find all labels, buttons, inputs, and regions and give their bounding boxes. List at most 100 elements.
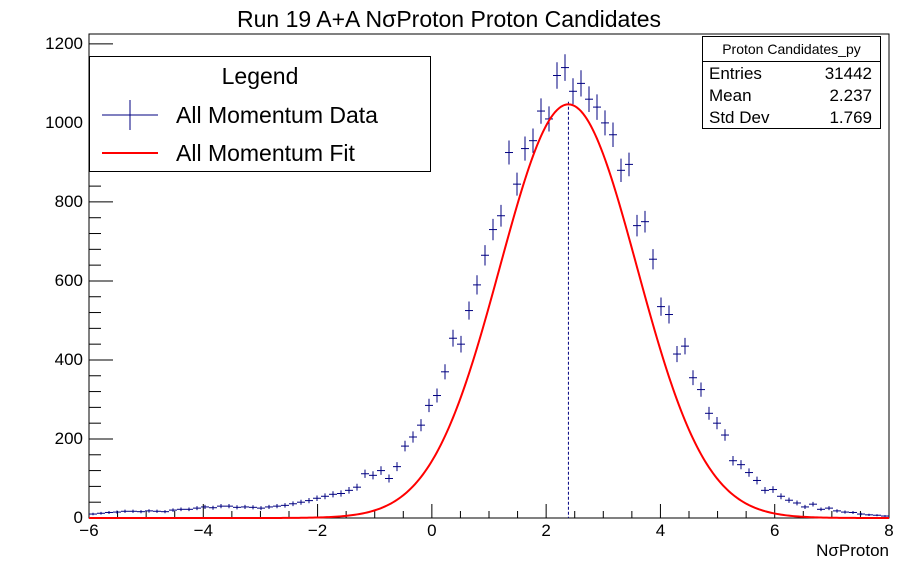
data-point (489, 218, 497, 241)
legend-entry-data: All Momentum Data (90, 98, 430, 132)
data-point (649, 249, 657, 270)
data-point (585, 86, 593, 113)
data-point (425, 398, 433, 413)
data-point (729, 455, 737, 466)
data-point (577, 70, 585, 97)
data-point (849, 510, 857, 514)
x-tick-label: 6 (769, 521, 780, 540)
stats-value: 31442 (824, 64, 872, 83)
stats-label: Entries (709, 64, 762, 83)
data-point (505, 140, 513, 165)
data-point (601, 110, 609, 136)
data-point (769, 486, 777, 493)
data-point (673, 345, 681, 363)
data-point (753, 476, 761, 485)
data-point (625, 152, 633, 177)
data-point (697, 382, 705, 397)
data-point (473, 275, 481, 295)
data-point (537, 98, 545, 124)
data-point (881, 515, 889, 517)
data-point (121, 509, 129, 513)
y-tick-label: 1200 (45, 33, 83, 53)
data-point (161, 510, 169, 514)
data-point (257, 506, 265, 511)
y-tick-label: 600 (54, 270, 83, 290)
data-point (657, 297, 665, 316)
data-point (721, 429, 729, 441)
y-tick-label: 400 (54, 349, 83, 369)
data-point (529, 128, 537, 153)
x-tick-label: 2 (541, 521, 551, 540)
legend-label: All Momentum Data (176, 102, 378, 128)
stats-value: 1.769 (829, 108, 872, 127)
x-tick-label: −4 (193, 521, 213, 540)
data-point (385, 474, 393, 483)
data-point (321, 493, 329, 500)
data-point (145, 509, 153, 513)
data-point (409, 431, 417, 443)
data-point (273, 503, 281, 509)
stats-row-stddev: Std Dev 1.769 (709, 107, 872, 129)
data-point (289, 501, 297, 507)
data-point (793, 500, 801, 506)
data-point (449, 329, 457, 347)
data-point (561, 54, 569, 81)
data-point (785, 497, 793, 503)
stats-label: Std Dev (709, 108, 770, 127)
data-point (521, 136, 529, 161)
data-point (809, 501, 817, 507)
data-point (369, 471, 377, 480)
data-point (113, 510, 121, 514)
data-point (457, 335, 465, 353)
data-point (417, 419, 425, 432)
data-point (745, 468, 753, 477)
data-point (513, 172, 521, 196)
data-point (169, 508, 177, 512)
stats-box: Proton Candidates_py Entries 31442 Mean … (702, 36, 881, 129)
data-point (633, 214, 641, 237)
legend-label: All Momentum Fit (176, 140, 355, 166)
data-point (377, 466, 385, 475)
y-tick-label: 200 (54, 428, 83, 448)
data-point (481, 245, 489, 266)
data-point (825, 506, 833, 511)
data-point (329, 491, 337, 498)
y-tick-label: 1000 (45, 112, 83, 132)
data-point (761, 487, 769, 494)
x-tick-label: −6 (79, 521, 99, 540)
data-point (345, 487, 353, 494)
x-tick-label: 8 (884, 521, 894, 540)
data-point (265, 504, 273, 510)
data-point (497, 204, 505, 227)
data-point (553, 62, 561, 89)
data-point (361, 469, 369, 478)
data-point (193, 506, 201, 511)
fit-curve (89, 103, 889, 519)
data-point (225, 503, 233, 509)
legend-header: Legend (221, 63, 299, 89)
data-point (441, 364, 449, 380)
data-point (737, 460, 745, 470)
data-point (681, 337, 689, 355)
stats-label: Mean (709, 86, 752, 105)
data-point (153, 509, 161, 513)
data-point (873, 514, 881, 517)
data-point (201, 504, 209, 510)
data-point (89, 512, 97, 516)
legend: Legend All Momentum Data All Momentum Fi… (89, 56, 431, 172)
line-icon (102, 152, 158, 154)
data-point (641, 210, 649, 233)
data-point (777, 493, 785, 500)
data-point (817, 507, 825, 512)
data-point (281, 503, 289, 508)
data-point (233, 505, 241, 510)
data-point (593, 94, 601, 120)
data-point (569, 78, 577, 105)
data-point (833, 509, 841, 513)
y-tick-label: 800 (54, 191, 83, 211)
data-point (353, 483, 361, 491)
data-point (217, 503, 225, 509)
x-tick-label: 0 (427, 521, 437, 540)
chart-title: Run 19 A+A NσProton Proton Candidates (237, 6, 661, 32)
